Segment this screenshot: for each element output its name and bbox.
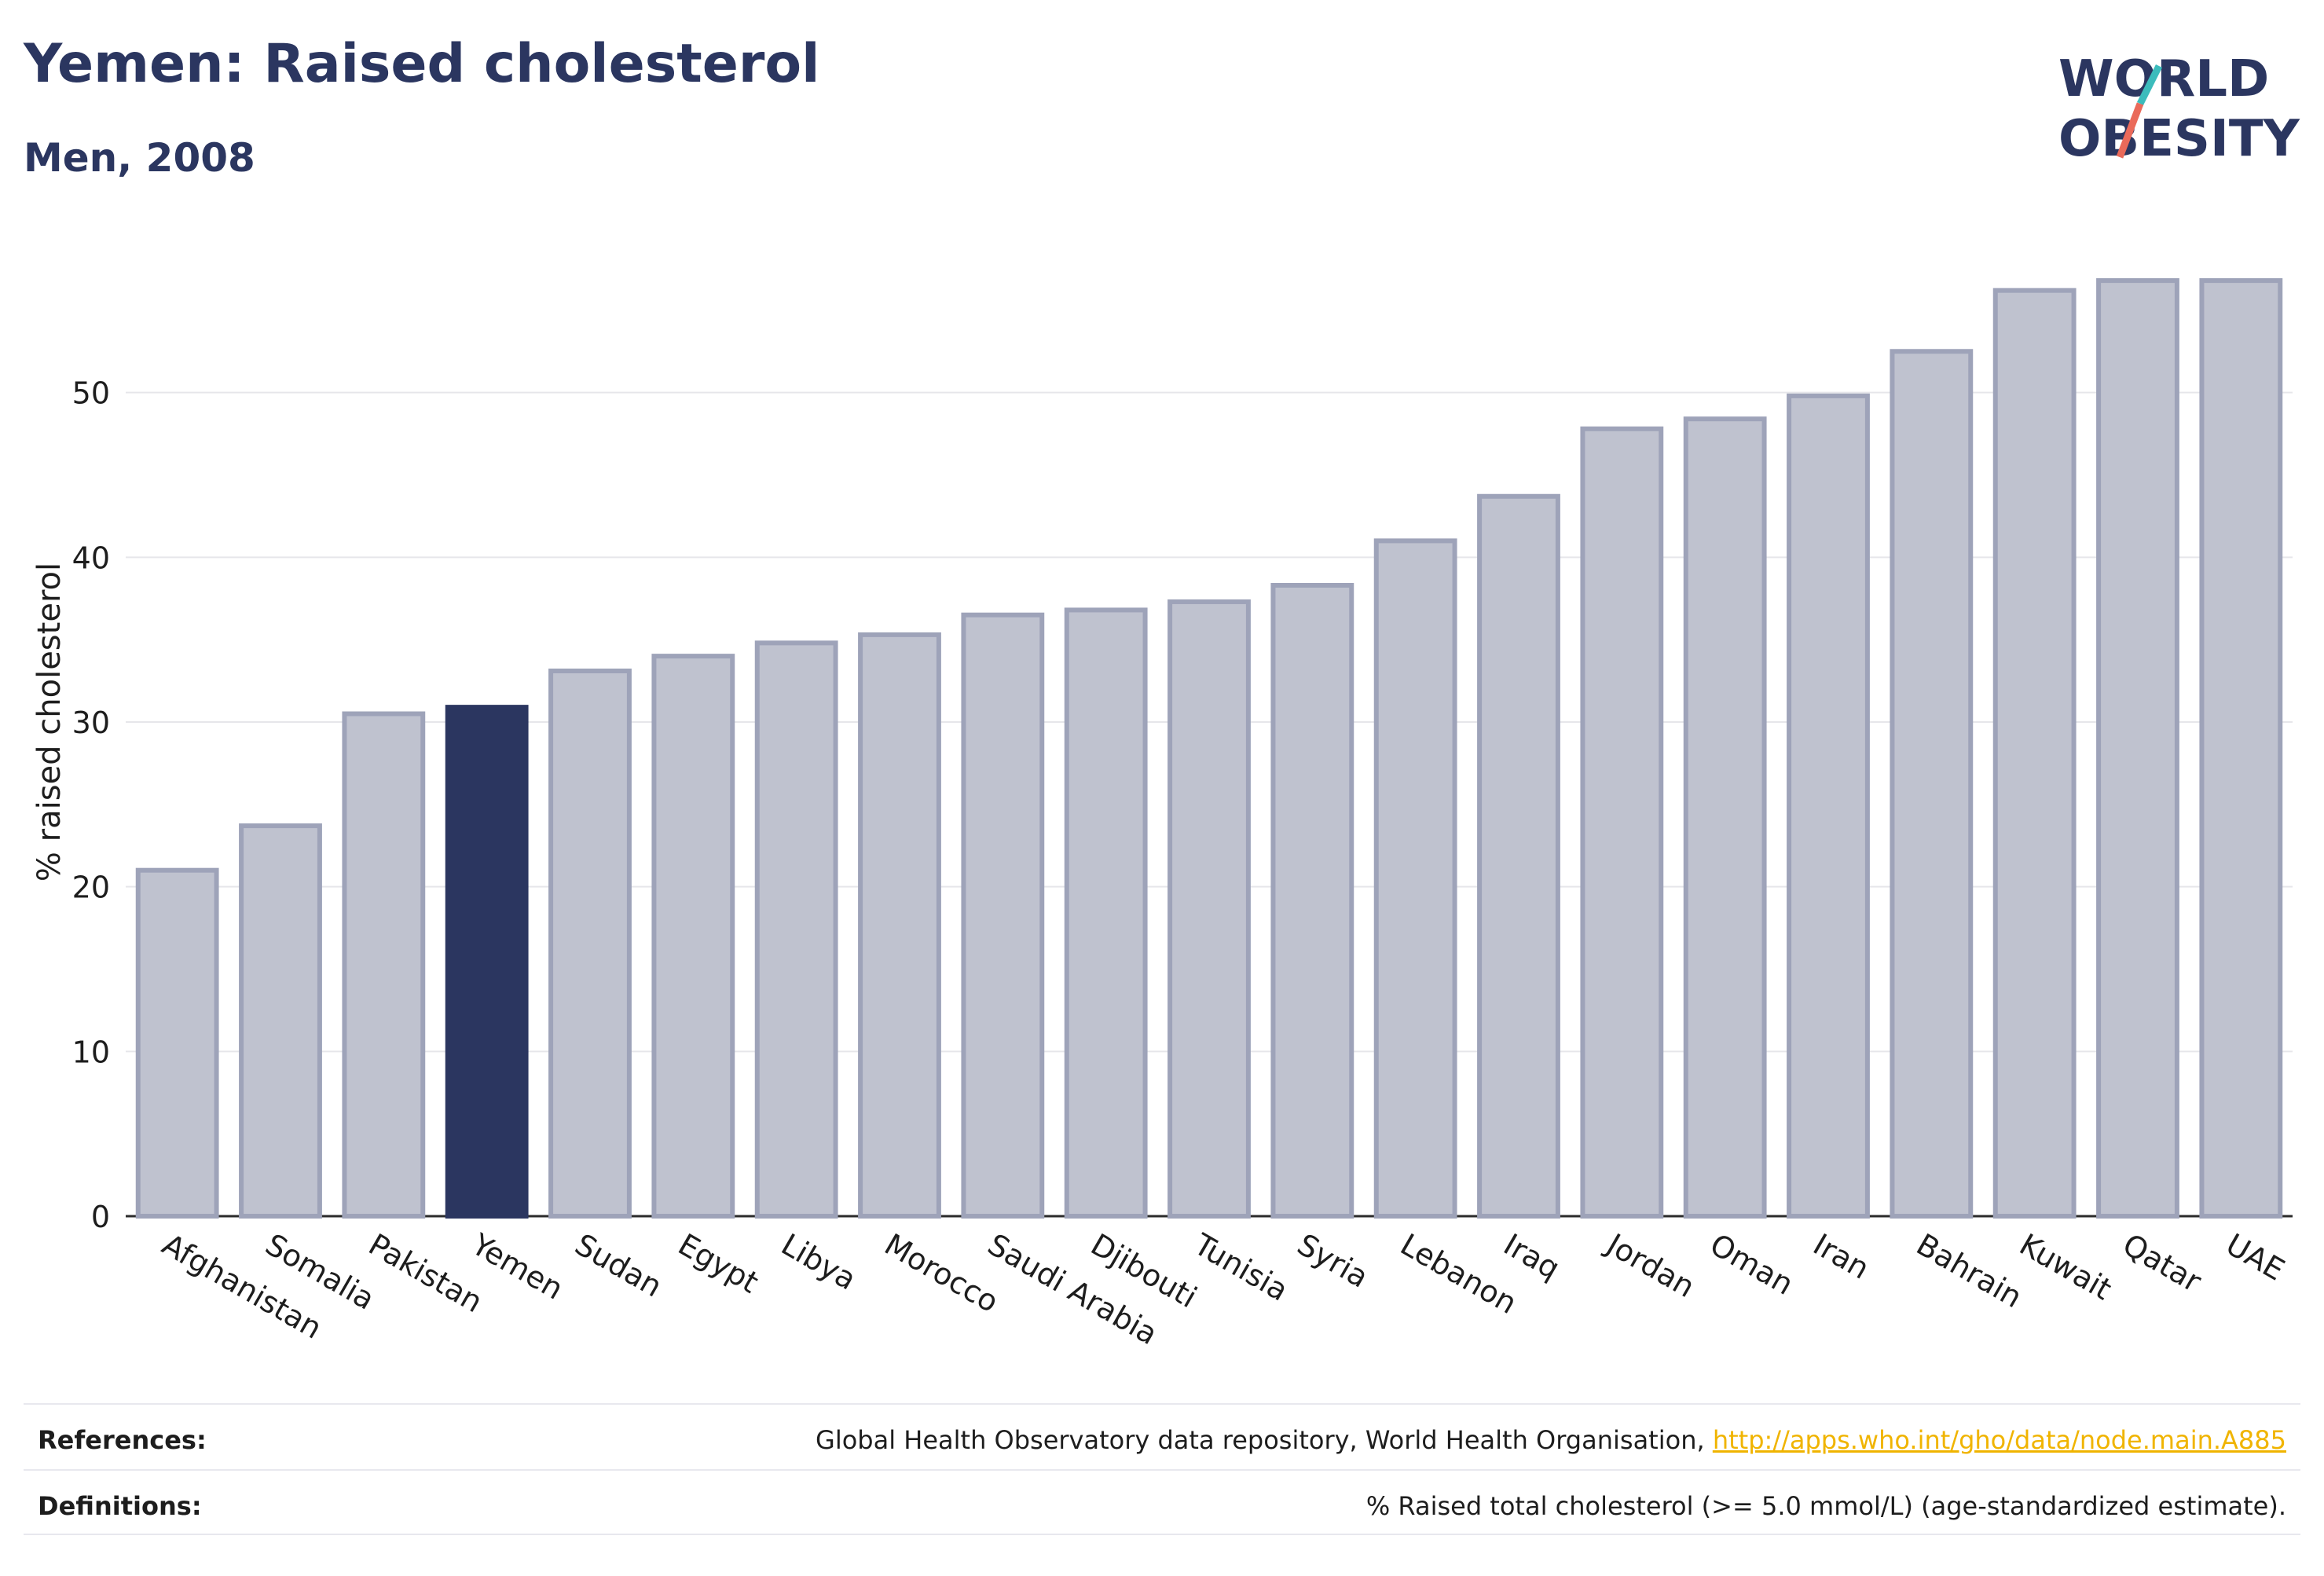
bar-libya — [754, 640, 838, 1219]
x-tick-label: Oman — [1704, 1227, 1799, 1302]
definitions-row: Definitions: % Raised total cholesterol … — [24, 1474, 2300, 1537]
bar-oman — [1683, 416, 1767, 1219]
bar-iran — [1787, 393, 1870, 1219]
x-tick-label: Egypt — [673, 1227, 764, 1300]
x-tick-label: Pakistan — [363, 1227, 489, 1320]
bar-pakistan — [342, 711, 426, 1219]
x-tick-label: UAE — [2220, 1227, 2290, 1288]
definitions-text: % Raised total cholesterol (>= 5.0 mmol/… — [1365, 1491, 2286, 1521]
bar-saudi-arabia — [961, 612, 1045, 1219]
logo-line1: WORLD — [2058, 50, 2269, 108]
y-tick-label: 10 — [72, 1035, 110, 1069]
bar-egypt — [651, 654, 735, 1219]
y-tick-label: 50 — [72, 376, 110, 411]
bar-tunisia — [1167, 599, 1251, 1219]
x-tick-label: Tunisia — [1188, 1226, 1294, 1308]
y-tick-label: 0 — [91, 1200, 110, 1234]
bar-uae — [2199, 278, 2283, 1219]
bar-chart: 0 10 20 30 40 50 AfghanistanSomaliaPakistanYe… — [31, 278, 2293, 1352]
logo-line2: OBESITY — [2058, 110, 2300, 168]
bar-afghanistan — [135, 867, 219, 1219]
x-tick-label: Syria — [1292, 1227, 1374, 1295]
bar-kuwait — [1992, 288, 2077, 1219]
x-tick-label: Iraq — [1498, 1227, 1566, 1286]
world-obesity-logo: WORLD OBESITY — [2058, 50, 2300, 168]
logo-slash-coral — [2116, 102, 2144, 159]
x-tick-label: Jordan — [1600, 1226, 1700, 1305]
x-tick-label: Sudan — [570, 1227, 669, 1304]
bar-sudan — [548, 669, 632, 1219]
bar-djibouti — [1064, 607, 1148, 1219]
bar-yemen — [445, 705, 529, 1219]
y-tick-labels: 0 10 20 30 40 50 — [72, 376, 110, 1234]
x-tick-label: Morocco — [879, 1227, 1005, 1320]
chart-subtitle: Men, 2008 — [24, 135, 255, 181]
chart-title: Yemen: Raised cholesterol — [24, 33, 820, 95]
definitions-label: Definitions: — [38, 1491, 202, 1521]
x-tick-label: Libya — [775, 1227, 862, 1297]
bar-iraq — [1477, 493, 1560, 1219]
bar-qatar — [2096, 278, 2179, 1219]
footer-divider-top — [24, 1403, 2300, 1405]
bar-syria — [1270, 582, 1354, 1219]
references-text: Global Health Observatory data repositor… — [816, 1425, 1713, 1455]
references-row: References: Global Health Observatory da… — [24, 1408, 2300, 1471]
x-tick-label: Lebanon — [1395, 1227, 1523, 1321]
logo-slash-teal — [2136, 64, 2163, 106]
x-tick-label: Kuwait — [2014, 1227, 2117, 1307]
footer-divider-mid — [24, 1469, 2300, 1471]
x-tick-label: Bahrain — [1911, 1227, 2028, 1315]
references-link[interactable]: http://apps.who.int/gho/data/node.main.A… — [1712, 1425, 2286, 1455]
bar-lebanon — [1373, 538, 1457, 1219]
x-tick-label: Qatar — [2117, 1227, 2208, 1299]
bars — [135, 278, 2283, 1219]
references-label: References: — [38, 1425, 207, 1455]
y-tick-label: 30 — [72, 706, 110, 740]
y-tick-label: 40 — [72, 541, 110, 575]
y-axis-label: % raised cholesterol — [31, 563, 68, 881]
bar-somalia — [239, 823, 322, 1219]
bar-bahrain — [1890, 349, 1974, 1219]
references-value: Global Health Observatory data repositor… — [816, 1425, 2286, 1455]
x-tick-label: Iran — [1808, 1227, 1875, 1286]
y-tick-label: 20 — [72, 870, 110, 905]
bar-morocco — [858, 632, 941, 1219]
footer-divider-bottom — [24, 1534, 2300, 1535]
bar-jordan — [1580, 426, 1664, 1219]
